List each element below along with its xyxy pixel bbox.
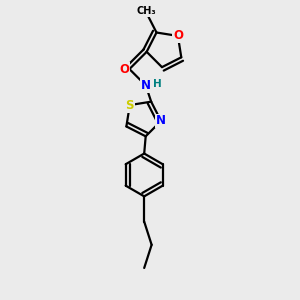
Text: S: S xyxy=(125,99,134,112)
Text: O: O xyxy=(119,63,129,76)
Text: H: H xyxy=(153,79,161,89)
Text: CH₃: CH₃ xyxy=(136,6,156,16)
Text: O: O xyxy=(173,29,183,42)
Text: N: N xyxy=(141,79,151,92)
Text: N: N xyxy=(156,115,166,128)
